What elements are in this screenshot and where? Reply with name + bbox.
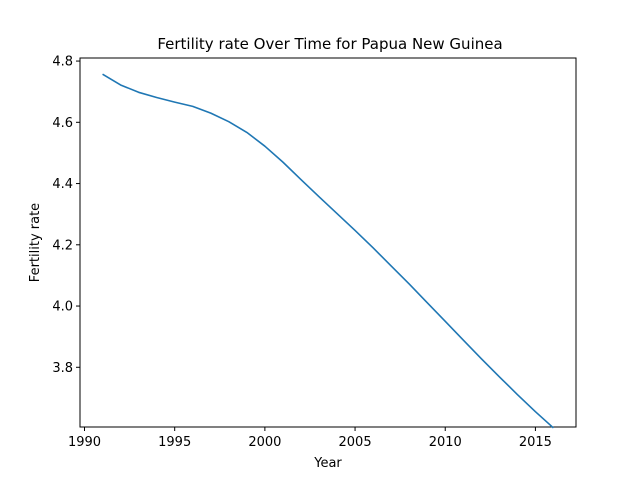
y-tick-label: 4.8: [52, 55, 73, 70]
x-tick-label: 2005: [339, 435, 372, 450]
series-line: [102, 73, 554, 429]
y-tick-label: 4.4: [52, 177, 73, 192]
x-tick-label: 1990: [68, 435, 101, 450]
plot-area: [79, 57, 577, 428]
y-axis-label: Fertility rate: [28, 203, 43, 282]
x-axis: 1990 1995 2000 2005 2010 2015: [68, 427, 552, 450]
x-axis-label: Year: [313, 456, 342, 471]
x-tick-label: 1995: [158, 435, 191, 450]
x-tick-label: 2000: [248, 435, 281, 450]
y-tick-label: 4.2: [52, 238, 73, 253]
y-tick-label: 4.0: [52, 300, 73, 315]
x-tick-label: 2015: [519, 435, 552, 450]
y-tick-label: 3.8: [52, 361, 73, 376]
chart-title: Fertility rate Over Time for Papua New G…: [157, 35, 502, 53]
y-axis: 3.8 4.0 4.2 4.4 4.6 4.8: [52, 55, 80, 376]
y-tick-label: 4.6: [52, 116, 73, 131]
x-tick-label: 2010: [429, 435, 462, 450]
